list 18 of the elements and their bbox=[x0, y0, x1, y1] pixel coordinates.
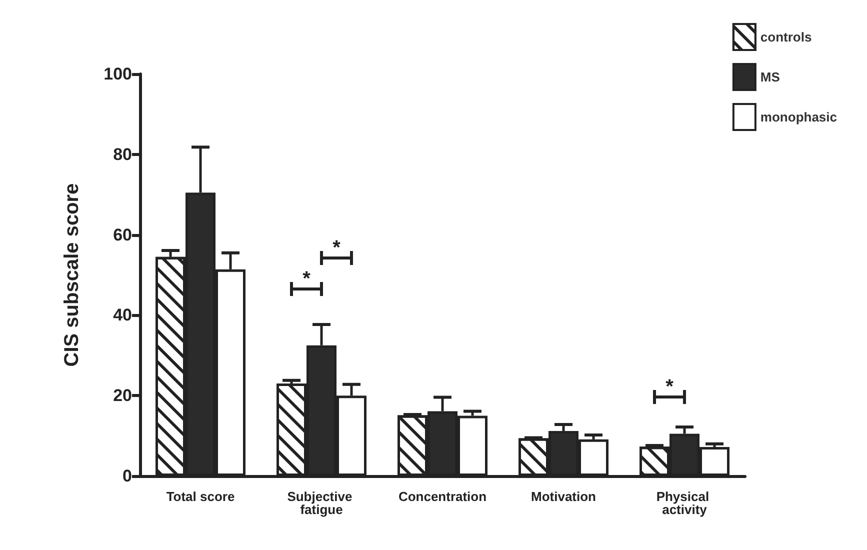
y-tick-label: 100 bbox=[104, 64, 132, 84]
y-axis-title: CIS subscale score bbox=[61, 183, 83, 367]
y-tick-label: 20 bbox=[113, 386, 132, 406]
legend-label: monophasic bbox=[760, 110, 838, 124]
y-tick-label: 0 bbox=[122, 466, 132, 486]
y-tick-label: 60 bbox=[113, 225, 132, 244]
annotation: * bbox=[666, 376, 674, 398]
x-tick-label: Motivation bbox=[531, 489, 596, 504]
y-tick-label: 80 bbox=[113, 144, 132, 164]
x-tick-label: Concentration bbox=[398, 489, 487, 504]
y-tick-label: 40 bbox=[113, 306, 132, 325]
annotation: * bbox=[332, 237, 341, 259]
x-tick-label: Total score bbox=[166, 489, 235, 504]
x-tick-label: Physical activity bbox=[656, 489, 713, 517]
legend-label: controls bbox=[760, 30, 812, 44]
legend-label: MS bbox=[760, 70, 780, 84]
x-tick-label: Subjective fatigue bbox=[287, 489, 356, 517]
annotation: * bbox=[302, 268, 311, 290]
